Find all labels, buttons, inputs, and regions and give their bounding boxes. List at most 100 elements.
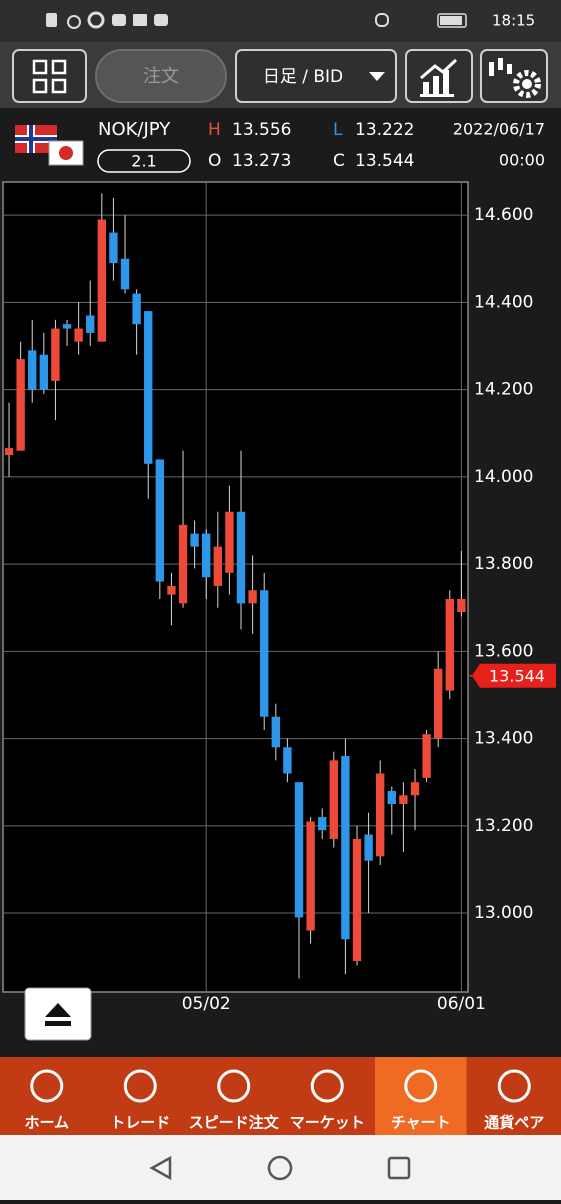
y-tick-label: 13.000 <box>474 903 533 923</box>
candle-body <box>387 790 396 805</box>
nav-tab-label[interactable]: チャート <box>391 1114 451 1132</box>
close-value: 13.544 <box>355 151 414 171</box>
spread: 2.1 <box>131 152 156 171</box>
candle-body <box>97 219 106 342</box>
candle-body <box>445 598 454 691</box>
collapse-button[interactable] <box>24 987 92 1041</box>
open-value: 13.273 <box>232 151 291 171</box>
candle-body <box>260 590 269 717</box>
high-value: 13.556 <box>232 120 291 140</box>
candle-body <box>329 760 338 839</box>
y-tick-label: 13.600 <box>474 641 533 661</box>
nav-icon <box>497 1069 531 1103</box>
flag-jpy <box>48 140 84 166</box>
chart: 13.000 13.200 13.400 13.600 13.800 14.000 14.2… <box>3 182 556 1014</box>
period-select-label[interactable]: 日足 / BID <box>263 67 343 87</box>
candle-body <box>457 598 466 613</box>
candle-body <box>132 293 141 325</box>
status-icons <box>46 11 467 29</box>
candle-body <box>167 585 176 595</box>
candle-body <box>236 511 246 604</box>
x-tick-label: 05/02 <box>182 994 231 1014</box>
last-price-label: 13.544 <box>489 666 545 685</box>
plot-area[interactable] <box>2 181 469 993</box>
candle-body <box>225 511 234 573</box>
candle-body <box>4 448 14 456</box>
candle-body <box>213 546 222 586</box>
candle-body <box>51 328 60 381</box>
candle-body <box>364 834 373 861</box>
candle-body <box>352 838 362 962</box>
candle-body <box>399 795 408 805</box>
candle-body <box>120 258 130 290</box>
candle-body <box>39 354 49 390</box>
candle-body <box>190 533 199 547</box>
candle-body <box>341 756 350 940</box>
candle-body <box>294 782 304 918</box>
candle-body <box>318 817 327 831</box>
candle-body <box>155 459 164 582</box>
y-tick-label: 14.000 <box>474 467 533 487</box>
y-tick-label: 14.600 <box>474 205 533 225</box>
y-tick-label: 13.800 <box>474 554 533 574</box>
dropdown-arrow <box>369 72 385 81</box>
high-label: H <box>208 120 221 140</box>
candle-body <box>306 821 315 931</box>
candle-body <box>28 350 37 390</box>
period-select[interactable] <box>235 49 397 103</box>
candle-body <box>74 328 83 342</box>
nav-tab-label[interactable]: マーケット <box>290 1114 365 1132</box>
menu-button[interactable] <box>12 49 87 103</box>
low-value: 13.222 <box>355 120 414 140</box>
quote-time: 00:00 <box>499 151 545 170</box>
nav-tab-label[interactable]: スピード注文 <box>189 1114 280 1132</box>
nav-icon <box>217 1069 251 1103</box>
home-button[interactable] <box>267 1155 293 1181</box>
candle-body <box>86 315 95 333</box>
candle-body <box>109 232 118 264</box>
candle-body <box>422 734 431 778</box>
bottom-nav <box>0 1057 561 1135</box>
last-price-tag <box>472 663 556 688</box>
indicator-button[interactable] <box>405 49 473 103</box>
nav-tab-label[interactable]: トレード <box>110 1114 170 1132</box>
status-bar <box>0 0 561 42</box>
order-button-label[interactable]: 注文 <box>143 66 179 87</box>
flag-nok <box>15 125 57 153</box>
candle-body <box>62 324 72 329</box>
system-nav <box>0 1135 561 1200</box>
spread-badge <box>97 149 191 173</box>
nav-icon <box>310 1069 344 1103</box>
open-label: O <box>208 151 221 171</box>
nav-tab-label[interactable]: ホーム <box>24 1114 69 1132</box>
chart-settings-button[interactable] <box>480 49 548 103</box>
nav-icon <box>30 1069 64 1103</box>
candle-body <box>16 359 25 451</box>
nav-tab-label[interactable]: 通貨ペア <box>484 1114 544 1132</box>
symbol: NOK/JPY <box>98 119 171 140</box>
quote-date: 2022/06/17 <box>453 120 545 139</box>
quote-panel <box>0 108 561 180</box>
status-time: 18:15 <box>492 12 535 30</box>
close-label: C <box>333 151 345 171</box>
y-tick-label: 14.400 <box>474 292 533 312</box>
candle-body <box>410 782 420 796</box>
low-label: L <box>333 120 343 140</box>
candle-body <box>202 533 211 578</box>
candle-body <box>178 524 188 604</box>
recents-button[interactable] <box>387 1156 411 1180</box>
candle-body <box>271 716 280 748</box>
candle-body <box>283 747 292 774</box>
candle-body <box>248 590 257 604</box>
x-tick-label: 06/01 <box>437 994 486 1014</box>
nav-icon <box>123 1069 157 1103</box>
nav-icon <box>404 1069 438 1103</box>
back-button[interactable] <box>149 1155 172 1181</box>
y-tick-label: 13.200 <box>474 816 533 836</box>
candle-body <box>376 773 385 857</box>
candle-body <box>144 311 153 464</box>
y-tick-label: 14.200 <box>474 380 533 400</box>
order-button[interactable] <box>95 49 227 103</box>
